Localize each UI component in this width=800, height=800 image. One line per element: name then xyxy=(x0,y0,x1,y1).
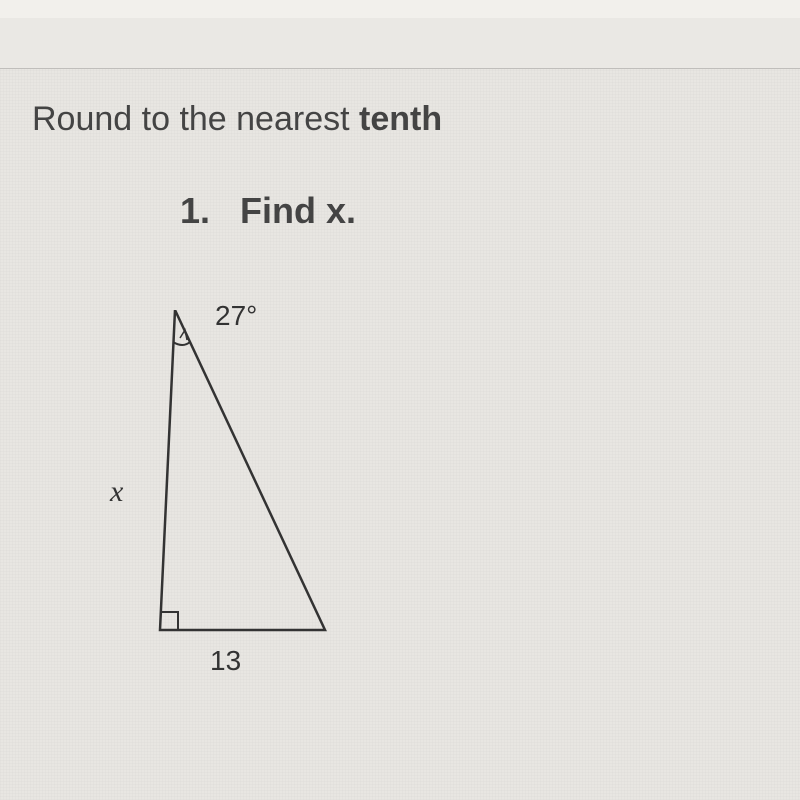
triangle-diagram: 27° x 13 xyxy=(145,310,425,690)
bottom-side-label: 13 xyxy=(210,645,241,677)
triangle-outline xyxy=(160,310,325,630)
instruction-prefix: Round to the nearest xyxy=(32,100,359,138)
side-x-label: x xyxy=(110,475,123,509)
problem-number: 1. xyxy=(180,190,210,231)
triangle-svg xyxy=(145,310,425,690)
problem-task: Find x. xyxy=(240,190,356,231)
right-angle-marker xyxy=(160,612,178,630)
instruction-text: Round to the nearest tenth xyxy=(32,100,442,139)
angle-label: 27° xyxy=(215,300,257,332)
instruction-bold: tenth xyxy=(359,100,442,138)
angle-arrow xyxy=(180,330,187,340)
page-top-border xyxy=(0,0,800,20)
problem-heading: 1. Find x. xyxy=(180,190,356,232)
angle-arc xyxy=(173,342,190,345)
